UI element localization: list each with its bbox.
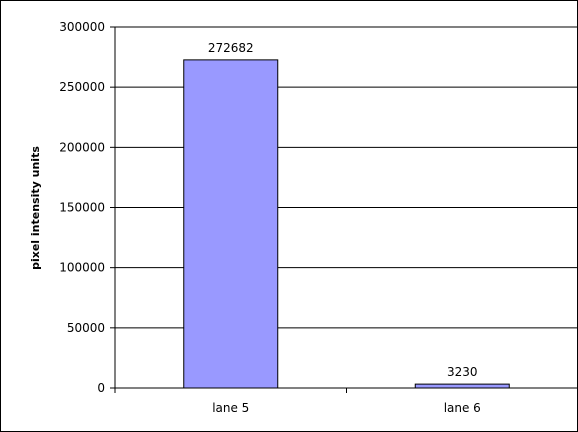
y-tick-label: 150000	[59, 201, 105, 215]
y-tick-label: 250000	[59, 80, 105, 94]
y-tick-label: 0	[97, 381, 105, 395]
y-axis-title: pixel intensity units	[29, 146, 42, 270]
bar-lane-5	[183, 59, 279, 389]
data-labels: 272682 3230	[208, 41, 478, 379]
data-label: 3230	[447, 365, 478, 379]
y-tick-label: 50000	[67, 321, 105, 335]
bar-lane-6	[414, 383, 510, 389]
y-tick-label: 100000	[59, 261, 105, 275]
x-tick-label: lane 5	[212, 401, 249, 415]
y-axis-ticks: 0 50000 100000 150000 200000 250000 300000	[59, 20, 115, 395]
x-tick-label: lane 6	[444, 401, 481, 415]
y-tick-label: 300000	[59, 20, 105, 34]
x-axis-ticks: lane 5 lane 6	[114, 388, 481, 415]
y-tick-label: 200000	[59, 140, 105, 154]
data-label: 272682	[208, 41, 254, 55]
bars	[183, 59, 510, 389]
